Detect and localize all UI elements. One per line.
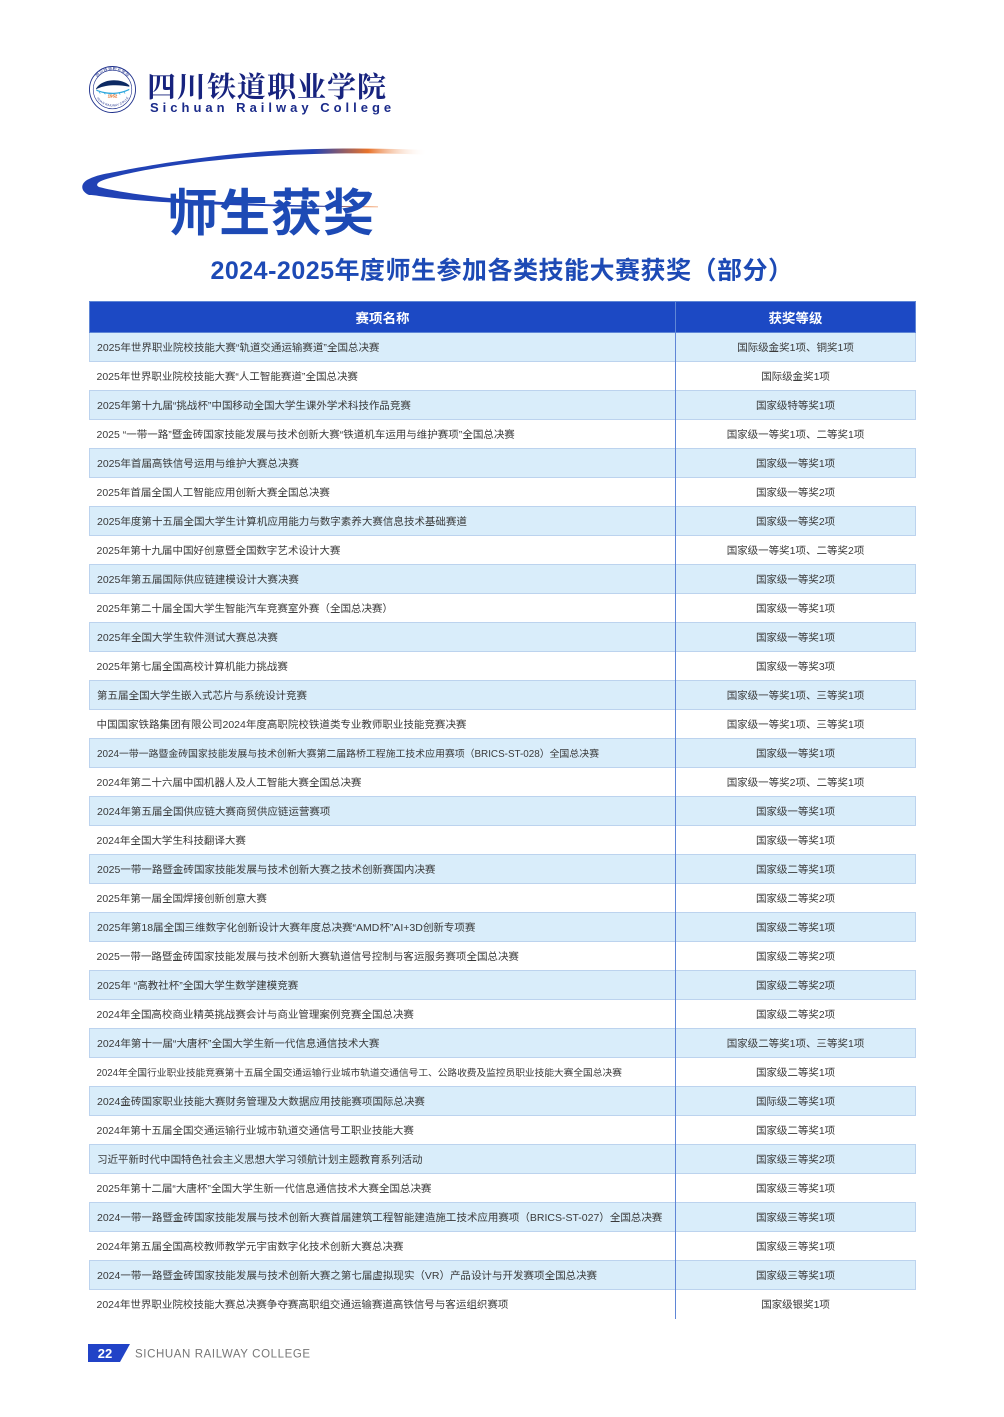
svg-text:SICHUAN RAILWAY COLLEGE: SICHUAN RAILWAY COLLEGE: [135, 1349, 311, 1361]
svg-text:22: 22: [98, 1346, 112, 1361]
svg-text:1952: 1952: [108, 93, 118, 98]
